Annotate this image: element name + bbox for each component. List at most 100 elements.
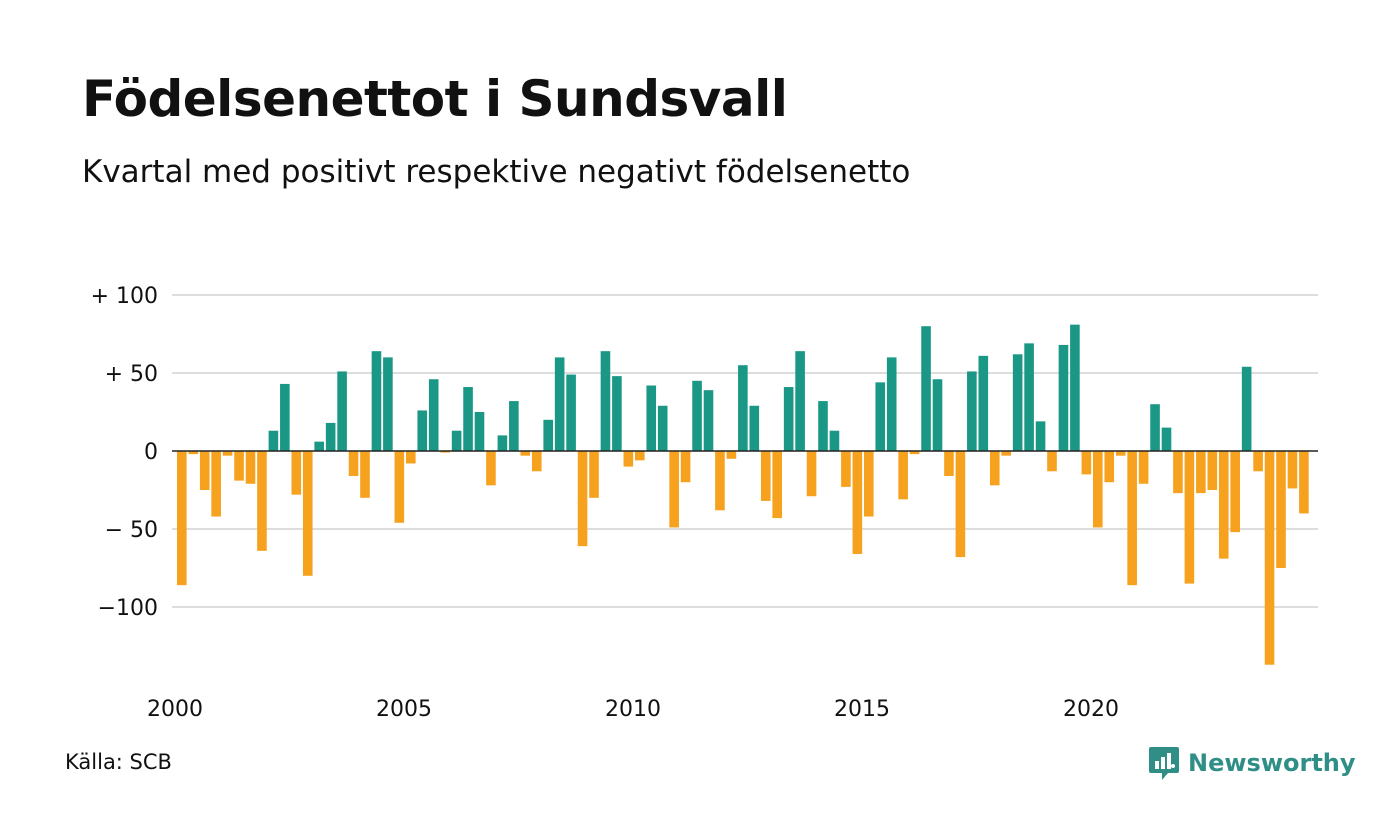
bar-negative — [1253, 451, 1263, 472]
bar-positive — [509, 401, 519, 451]
bar-positive — [337, 371, 347, 451]
bar-negative — [852, 451, 863, 554]
bar-negative — [234, 451, 244, 481]
bar-negative — [1173, 451, 1183, 494]
bar-negative — [623, 451, 634, 467]
bar-negative — [199, 451, 210, 490]
bar-negative — [440, 451, 450, 453]
bar-negative — [1104, 451, 1115, 483]
bar-positive — [1058, 344, 1069, 451]
bar-chart: + 100 + 50 0 − 50 −100 2000 2005 2010 2015 2020 — [91, 284, 1318, 722]
bar-positive — [417, 410, 428, 451]
bar-negative — [211, 451, 221, 517]
bar-negative — [1081, 451, 1092, 475]
bar-positive — [692, 380, 702, 451]
bar-positive — [703, 390, 714, 451]
bar-positive — [543, 419, 553, 451]
bar-positive — [280, 383, 290, 451]
bar-negative — [394, 451, 405, 523]
bars — [177, 324, 1309, 665]
bar-negative — [1287, 451, 1298, 489]
bar-negative — [841, 451, 851, 487]
bar-positive — [428, 379, 439, 451]
bar-negative — [715, 451, 725, 511]
bar-positive — [554, 357, 565, 451]
bar-positive — [497, 435, 508, 451]
bar-negative — [680, 451, 691, 483]
bar-negative — [531, 451, 542, 472]
y-tick-label: − 50 — [105, 518, 158, 543]
bar-negative — [1230, 451, 1240, 533]
bar-negative — [520, 451, 531, 456]
bar-negative — [1299, 451, 1309, 514]
bar-negative — [989, 451, 1000, 486]
bar-negative — [589, 451, 599, 498]
x-tick-label: 2010 — [605, 697, 661, 722]
bar-negative — [1127, 451, 1137, 586]
chart-title: Födelsenettot i Sundsvall — [82, 70, 788, 128]
bar-negative — [1115, 451, 1126, 456]
bar-positive — [1161, 427, 1172, 451]
bar-positive — [371, 351, 382, 451]
bar-positive — [314, 441, 324, 451]
bar-positive — [932, 379, 943, 451]
bar-negative — [1184, 451, 1195, 584]
bar-positive — [1150, 404, 1160, 451]
x-tick-label: 2005 — [376, 697, 432, 722]
bar-positive — [886, 357, 897, 451]
bar-negative — [864, 451, 874, 517]
bar-positive — [1024, 343, 1034, 451]
brand-name: Newsworthy — [1188, 749, 1356, 777]
bar-negative — [406, 451, 416, 464]
x-tick-labels: 2000 2005 2010 2015 2020 — [147, 697, 1119, 722]
newsworthy-brand: Newsworthy — [1148, 743, 1356, 783]
bar-negative — [360, 451, 370, 498]
y-tick-label: −100 — [98, 596, 158, 621]
bar-positive — [1241, 366, 1252, 451]
bar-negative — [1138, 451, 1149, 484]
bar-negative — [1207, 451, 1218, 490]
bar-negative — [635, 451, 645, 461]
bar-positive — [1012, 354, 1023, 451]
bar-positive — [978, 355, 989, 451]
newsworthy-logo-icon — [1149, 747, 1179, 780]
bar-positive — [783, 387, 794, 451]
bar-negative — [898, 451, 908, 500]
bar-positive — [738, 365, 748, 451]
bar-negative — [1047, 451, 1057, 472]
bar-negative — [669, 451, 679, 528]
bar-positive — [829, 430, 840, 451]
bar-negative — [909, 451, 920, 455]
bar-positive — [325, 422, 336, 451]
source-note: Källa: SCB — [65, 750, 172, 774]
bar-negative — [302, 451, 313, 576]
bar-negative — [222, 451, 233, 456]
bar-negative — [1093, 451, 1103, 528]
bar-negative — [577, 451, 588, 547]
bar-positive — [612, 376, 622, 451]
bar-negative — [760, 451, 771, 501]
bar-negative — [188, 451, 199, 455]
bar-positive — [463, 387, 473, 451]
bar-positive — [921, 326, 931, 451]
bar-negative — [348, 451, 359, 476]
bar-positive — [474, 412, 485, 451]
bar-positive — [795, 351, 805, 451]
bar-negative — [1001, 451, 1011, 456]
x-tick-label: 2000 — [147, 697, 203, 722]
bar-positive — [1035, 421, 1046, 451]
bar-negative — [245, 451, 256, 484]
bar-negative — [486, 451, 496, 486]
bar-positive — [268, 430, 279, 451]
bar-positive — [451, 430, 462, 451]
bar-negative — [257, 451, 267, 551]
bar-negative — [955, 451, 966, 558]
bar-positive — [383, 357, 393, 451]
bar-positive — [875, 382, 886, 451]
bar-positive — [566, 374, 576, 451]
x-tick-label: 2020 — [1063, 697, 1119, 722]
chart-subtitle: Kvartal med positivt respektive negativt… — [82, 154, 911, 190]
bar-positive — [657, 405, 668, 451]
bar-negative — [944, 451, 954, 476]
bar-negative — [772, 451, 782, 519]
